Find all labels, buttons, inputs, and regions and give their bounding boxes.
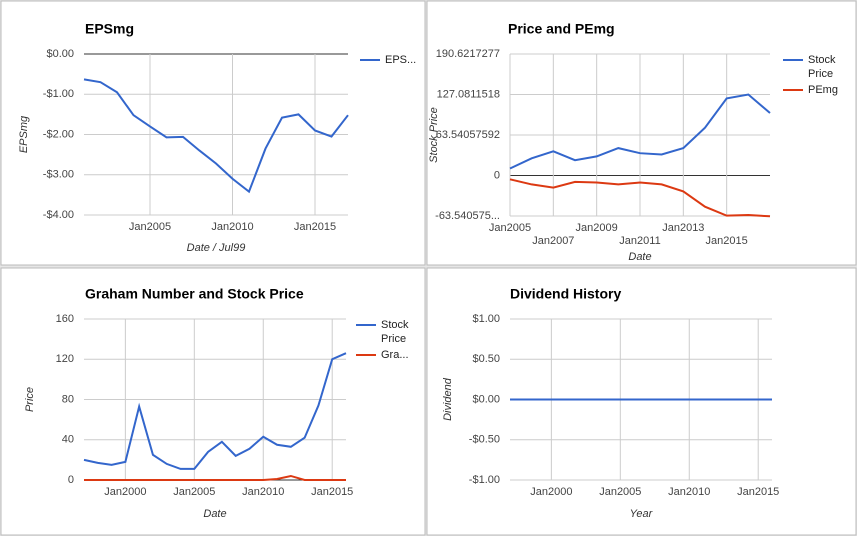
y-tick-label: 80: [62, 393, 74, 405]
x-tick-label: Jan2015: [294, 221, 336, 233]
x-axis-label: Date: [628, 251, 651, 263]
y-tick-label: -$0.50: [469, 434, 500, 446]
y-tick-label: $1.00: [472, 313, 500, 325]
x-axis-label: Date: [203, 508, 226, 520]
x-tick-label: Jan2005: [129, 221, 171, 233]
y-tick-label: 190.6217277: [436, 48, 500, 60]
legend-label: Stock Price: [381, 319, 409, 345]
y-axis-label: Price: [24, 387, 36, 412]
x-tick-label: Jan2005: [489, 222, 531, 234]
y-tick-label: 160: [56, 313, 74, 325]
legend-entry: PEmg: [808, 84, 838, 96]
y-tick-label: -$3.00: [43, 169, 74, 181]
series-line: [509, 178, 771, 218]
legend-entry: Stock Price: [808, 54, 836, 80]
y-tick-label: -$1.00: [43, 88, 74, 100]
chart-title: Price and PEmg: [508, 21, 615, 37]
series-line: [509, 93, 771, 170]
y-axis-label: EPSmg: [18, 115, 30, 153]
series-line: [83, 78, 349, 194]
y-tick-label: $0.50: [472, 353, 500, 365]
panel: [0, 0, 426, 266]
chart-title: Dividend History: [510, 286, 621, 302]
y-tick-label: 0: [494, 169, 500, 181]
x-tick-label: Jan2000: [104, 486, 146, 498]
y-tick-label: -63.540575...: [435, 210, 500, 222]
x-tick-label: Jan2009: [576, 222, 618, 234]
x-tick-label: Jan2005: [599, 486, 641, 498]
x-tick-label: Jan2015: [706, 235, 748, 247]
x-axis-label: Date / Jul99: [187, 242, 246, 254]
y-tick-label: 40: [62, 434, 74, 446]
x-axis-label: Year: [630, 508, 654, 520]
legend-entry: Gra...: [381, 349, 409, 361]
legend-entry: Stock Price: [381, 319, 409, 345]
x-tick-label: Jan2000: [530, 486, 572, 498]
legend-label: Stock Price: [808, 54, 836, 80]
x-tick-label: Jan2010: [668, 486, 710, 498]
legend-label: Gra...: [381, 349, 409, 361]
y-tick-label: $0.00: [472, 393, 500, 405]
x-tick-label: Jan2010: [242, 486, 284, 498]
y-tick-label: -$1.00: [469, 474, 500, 486]
y-tick-label: $0.00: [46, 48, 74, 60]
series-line: [83, 352, 347, 470]
x-tick-label: Jan2013: [662, 222, 704, 234]
y-tick-label: 0: [68, 474, 74, 486]
x-tick-label: Jan2007: [532, 235, 574, 247]
chart-title: Graham Number and Stock Price: [85, 286, 304, 302]
x-tick-label: Jan2010: [211, 221, 253, 233]
legend-label: PEmg: [808, 84, 838, 96]
legend-label: EPS...: [385, 54, 417, 66]
series-line: [84, 474, 346, 481]
y-tick-label: 120: [56, 353, 74, 365]
panel: [0, 267, 426, 536]
y-tick-label: -$4.00: [43, 209, 74, 221]
x-tick-label: Jan2015: [311, 486, 353, 498]
panel: [426, 0, 857, 266]
y-tick-label: -$2.00: [43, 128, 74, 140]
x-tick-label: Jan2011: [619, 235, 660, 247]
y-axis-label: Dividend: [442, 377, 454, 421]
chart-title: EPSmg: [85, 21, 134, 37]
y-tick-label: 127.0811518: [437, 88, 500, 100]
legend-entry: EPS...: [385, 54, 417, 66]
panel: [426, 267, 857, 536]
x-tick-label: Jan2005: [173, 486, 215, 498]
y-tick-label: 63.54057592: [436, 129, 500, 141]
y-axis-label: Stock Price: [428, 107, 440, 163]
x-tick-label: Jan2015: [737, 486, 779, 498]
